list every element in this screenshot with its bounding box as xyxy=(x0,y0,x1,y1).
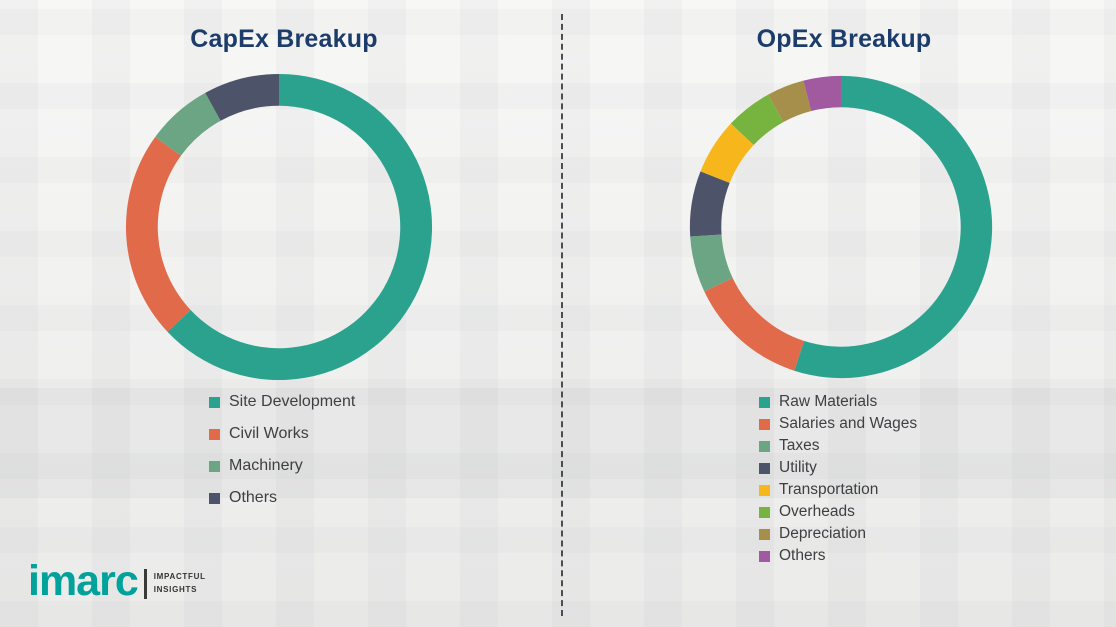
donut-segment-civil-works xyxy=(125,137,191,332)
logo-text: imarc xyxy=(28,557,139,605)
donut-segment-depreciation xyxy=(768,80,812,123)
legend-item: Others xyxy=(209,489,355,507)
legend-item: Salaries and Wages xyxy=(759,415,917,433)
capex-donut-chart xyxy=(125,73,433,381)
legend-label: Taxes xyxy=(779,437,820,454)
legend-swatch xyxy=(209,396,220,408)
capex-legend: Site Development Civil Works Machinery Othe… xyxy=(209,393,355,507)
legend-swatch xyxy=(759,506,770,518)
opex-legend: Raw Materials Salaries and Wages Taxes Util… xyxy=(759,393,917,565)
logo-tagline-line1: IMPACTFUL xyxy=(153,572,206,582)
donut-segment-transportation xyxy=(700,123,754,183)
donut-segment-overheads xyxy=(730,94,784,146)
legend-item: Transportation xyxy=(759,481,917,499)
legend-item: Taxes xyxy=(759,437,917,455)
imarc-logo: imarc IMPACTFUL INSIGHTS xyxy=(28,560,206,603)
legend-item: Utility xyxy=(759,459,917,477)
legend-label: Raw Materials xyxy=(779,393,878,410)
legend-label: Overheads xyxy=(779,503,855,520)
legend-item: Site Development xyxy=(209,393,355,411)
legend-swatch xyxy=(759,396,770,408)
legend-label: Utility xyxy=(779,459,817,476)
legend-swatch xyxy=(759,440,770,452)
donut-segment-utility xyxy=(689,171,730,237)
legend-label: Transportation xyxy=(779,481,879,498)
logo-tagline-line2: INSIGHTS xyxy=(153,584,198,594)
logo-divider-bar xyxy=(143,568,147,599)
legend-item: Raw Materials xyxy=(759,393,917,411)
donut-segment-machinery xyxy=(155,92,221,156)
legend-swatch xyxy=(759,484,770,496)
background-band xyxy=(0,388,1116,498)
legend-label: Site Development xyxy=(229,393,356,410)
legend-label: Salaries and Wages xyxy=(779,415,918,432)
legend-swatch xyxy=(209,492,220,504)
legend-item: Others xyxy=(759,547,917,565)
legend-swatch xyxy=(759,462,770,474)
legend-item: Depreciation xyxy=(759,525,917,543)
legend-swatch xyxy=(759,550,770,562)
legend-item: Civil Works xyxy=(209,425,355,443)
donut-segment-site-development xyxy=(167,73,433,381)
legend-label: Civil Works xyxy=(229,425,309,442)
legend-item: Overheads xyxy=(759,503,917,521)
legend-item: Machinery xyxy=(209,457,355,475)
legend-label: Machinery xyxy=(229,457,303,474)
donut-segment-raw-materials xyxy=(794,75,993,379)
opex-chart-title: OpEx Breakup xyxy=(756,25,932,53)
legend-swatch xyxy=(209,428,220,440)
logo-tagline: IMPACTFUL INSIGHTS xyxy=(154,571,206,596)
donut-segment-others xyxy=(803,75,841,112)
legend-swatch xyxy=(759,418,770,430)
legend-label: Others xyxy=(779,547,826,564)
legend-swatch xyxy=(209,460,220,472)
donut-segment-salaries-and-wages xyxy=(704,277,805,371)
donut-segment-taxes xyxy=(690,234,733,292)
opex-donut-chart xyxy=(689,75,993,379)
legend-label: Depreciation xyxy=(779,525,867,542)
dashed-divider xyxy=(561,14,563,616)
donut-segment-others xyxy=(205,73,279,121)
legend-label: Others xyxy=(229,489,278,506)
legend-swatch xyxy=(759,528,770,540)
capex-chart-title: CapEx Breakup xyxy=(190,25,378,53)
